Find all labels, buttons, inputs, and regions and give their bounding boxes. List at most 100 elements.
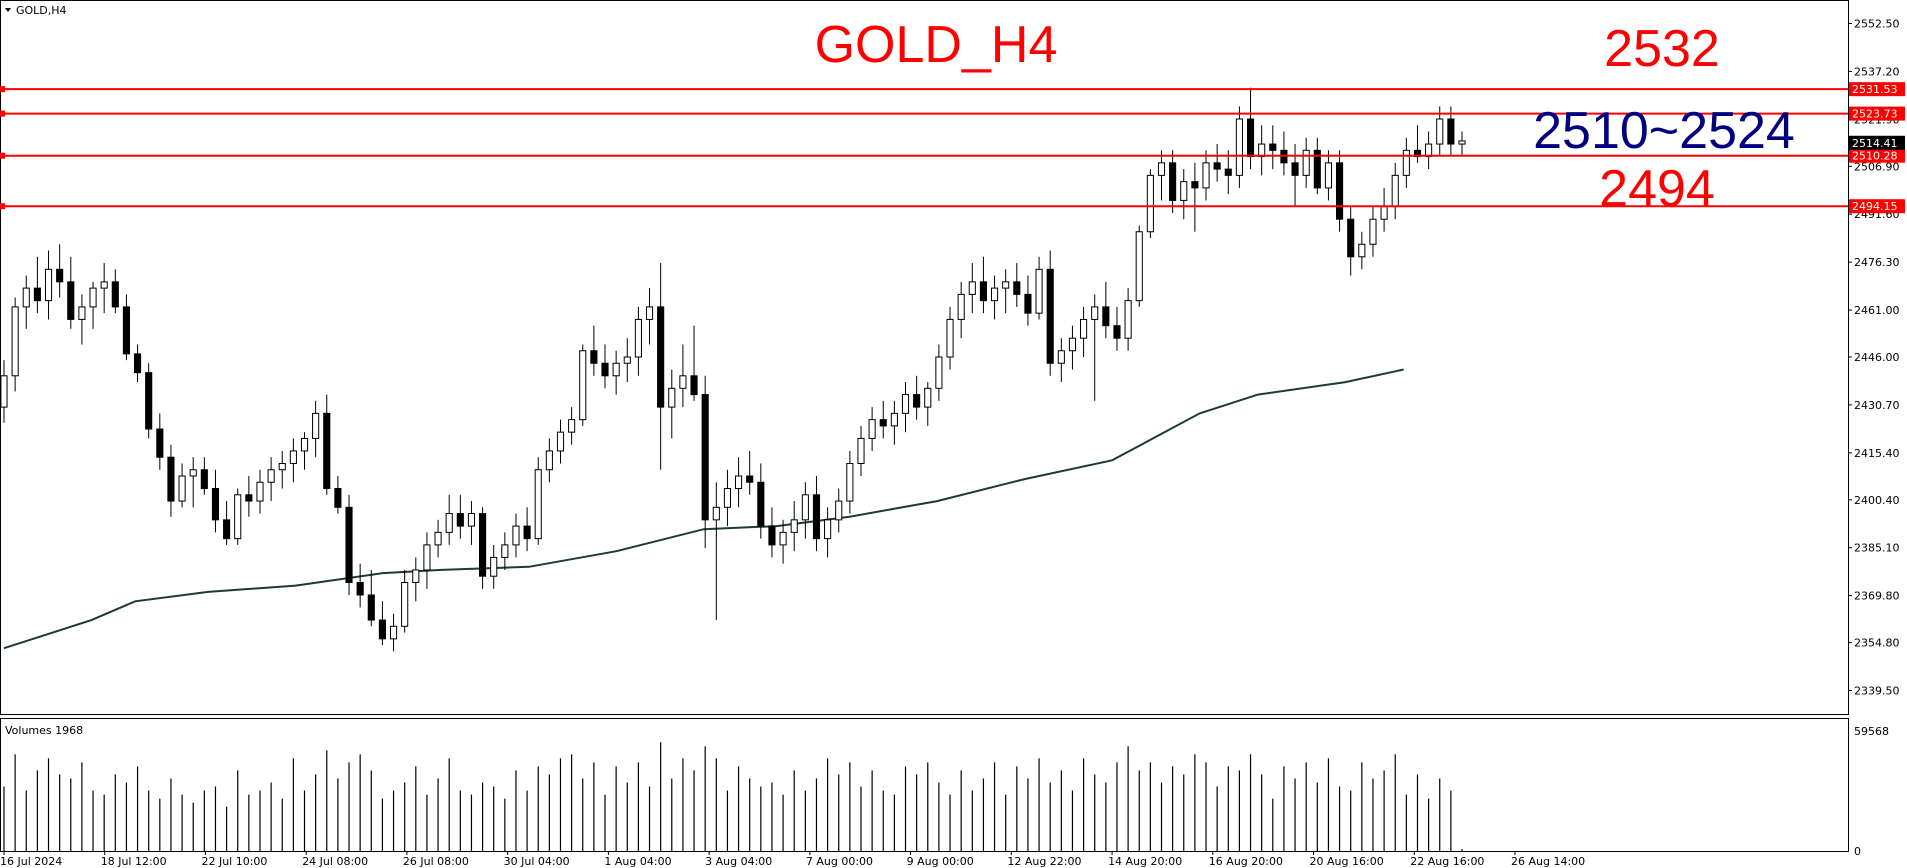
candle-body xyxy=(1391,174,1399,208)
time-tick-label: 26 Aug 14:00 xyxy=(1511,855,1585,868)
candle-body xyxy=(1436,118,1444,145)
candle-body xyxy=(590,350,598,364)
candle-body xyxy=(824,519,832,540)
candle xyxy=(1157,150,1166,201)
candle-body xyxy=(668,387,676,408)
candle xyxy=(211,469,220,533)
candle-body xyxy=(1146,174,1154,233)
candle-body xyxy=(145,372,153,430)
candle xyxy=(757,463,765,539)
candle xyxy=(835,488,843,533)
candle-body xyxy=(501,544,509,558)
candle-body xyxy=(1369,218,1377,245)
candle xyxy=(568,407,576,445)
candle-body xyxy=(723,488,731,508)
candle-body xyxy=(1102,306,1110,327)
candle-body xyxy=(568,419,576,433)
candle-body xyxy=(545,450,553,471)
candle xyxy=(957,281,965,339)
candle-body xyxy=(579,350,587,421)
price-tick-label: 2385.10 xyxy=(1854,542,1900,555)
time-tick-label: 14 Aug 20:00 xyxy=(1108,855,1182,868)
candle xyxy=(1068,325,1077,370)
candle xyxy=(1035,256,1043,320)
candle xyxy=(1436,106,1444,157)
candle xyxy=(22,275,30,329)
candle xyxy=(1191,162,1199,232)
price-tick-label: 2400.40 xyxy=(1854,494,1900,507)
candle xyxy=(1291,144,1299,207)
candle-body xyxy=(1458,140,1466,145)
candle-body xyxy=(1246,118,1255,158)
candle xyxy=(679,344,687,408)
candle-body xyxy=(701,394,709,521)
current-price-label: 2514.41 xyxy=(1852,137,1898,150)
horizontal-levels[interactable]: 2531.53 2523.73 2510.28 2494.15 2514.41 xyxy=(0,82,1905,214)
candle xyxy=(1313,137,1321,195)
candle xyxy=(868,407,876,451)
candle xyxy=(1002,269,1010,314)
candle xyxy=(668,369,676,439)
candle-body xyxy=(1269,143,1277,151)
price-tick-label: 2354.80 xyxy=(1854,637,1900,650)
candle xyxy=(178,463,186,508)
time-tick-label: 18 Jul 12:00 xyxy=(101,855,167,868)
candle-body xyxy=(1080,318,1088,339)
level-price-tag xyxy=(1849,199,1905,214)
candle-body xyxy=(223,519,231,540)
candle-body xyxy=(1068,337,1077,352)
candle xyxy=(445,494,453,545)
volume-bars xyxy=(3,742,1463,851)
candle-body xyxy=(657,306,665,408)
candle xyxy=(401,569,409,633)
candle-body xyxy=(690,375,698,396)
candle xyxy=(612,350,620,395)
candle xyxy=(467,501,476,545)
time-tick-label: 22 Aug 16:00 xyxy=(1410,855,1484,868)
candle-body xyxy=(133,353,142,374)
candle xyxy=(145,363,153,439)
candle-body xyxy=(1091,306,1099,320)
candle-body xyxy=(1202,162,1210,189)
candle xyxy=(245,476,253,517)
candle-body xyxy=(968,281,976,295)
candle-body xyxy=(601,362,609,377)
candle-body xyxy=(1358,243,1366,258)
candle xyxy=(1135,225,1143,307)
candle xyxy=(1447,106,1455,157)
candle-body xyxy=(1180,181,1188,201)
time-tick-label: 7 Aug 00:00 xyxy=(806,855,873,868)
candle-body xyxy=(1224,168,1232,176)
time-tick-label: 9 Aug 00:00 xyxy=(907,855,974,868)
candle-body xyxy=(1402,149,1410,176)
candle-body xyxy=(189,469,197,477)
candle xyxy=(1324,150,1333,201)
candle-body xyxy=(1235,118,1243,176)
candle xyxy=(590,325,598,376)
candle-body xyxy=(389,625,398,640)
candle-body xyxy=(356,581,364,596)
candle xyxy=(1046,250,1054,376)
candles xyxy=(0,87,1466,652)
candle xyxy=(657,263,665,470)
candle-body xyxy=(490,556,498,577)
candle xyxy=(634,306,642,376)
level-price-label: 2523.73 xyxy=(1852,108,1898,121)
candle xyxy=(1302,137,1310,188)
candle xyxy=(924,382,932,426)
candle xyxy=(890,400,898,445)
candle xyxy=(534,457,542,545)
candle-body xyxy=(1336,162,1344,220)
candle xyxy=(1269,125,1277,170)
volume-panel-frame xyxy=(0,718,1849,852)
candle xyxy=(389,613,398,652)
candle xyxy=(723,469,731,527)
price-tick-label: 2552.50 xyxy=(1854,17,1900,30)
candle-body xyxy=(1291,162,1299,176)
candle-body xyxy=(423,544,431,571)
candle-body xyxy=(267,469,275,483)
candle-body xyxy=(56,268,64,283)
candle xyxy=(690,325,698,401)
collapse-triangle-icon[interactable] xyxy=(5,8,11,12)
